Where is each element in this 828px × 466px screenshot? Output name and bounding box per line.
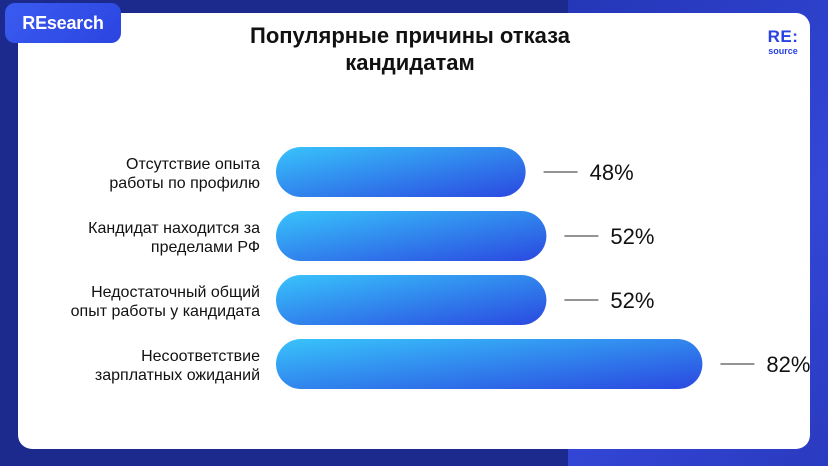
logo-main-text: RE: xyxy=(767,27,799,46)
research-badge: REsearch xyxy=(5,3,121,43)
data-label: 52% xyxy=(610,288,654,313)
data-label: 52% xyxy=(610,224,654,249)
category-label: Кандидат находится за xyxy=(88,220,260,237)
logo-sub-text: source xyxy=(768,46,798,56)
category-label: Недостаточный общий xyxy=(91,284,260,301)
category-label: Отсутствие опыта xyxy=(126,156,260,173)
category-label: зарплатных ожиданий xyxy=(95,367,260,384)
chart-title: Популярные причины отказа кандидатам xyxy=(250,23,570,75)
data-label: 82% xyxy=(766,352,810,377)
resource-logo: RE: source xyxy=(762,27,804,57)
category-label: Несоответствие xyxy=(141,348,260,365)
bar xyxy=(276,147,526,197)
category-label: пределами РФ xyxy=(151,239,260,256)
category-label: работы по профилю xyxy=(109,175,260,192)
data-label: 48% xyxy=(590,160,634,185)
bar xyxy=(276,339,703,389)
bar xyxy=(276,275,547,325)
category-label: опыт работы у кандидата xyxy=(71,303,260,320)
bar xyxy=(276,211,547,261)
